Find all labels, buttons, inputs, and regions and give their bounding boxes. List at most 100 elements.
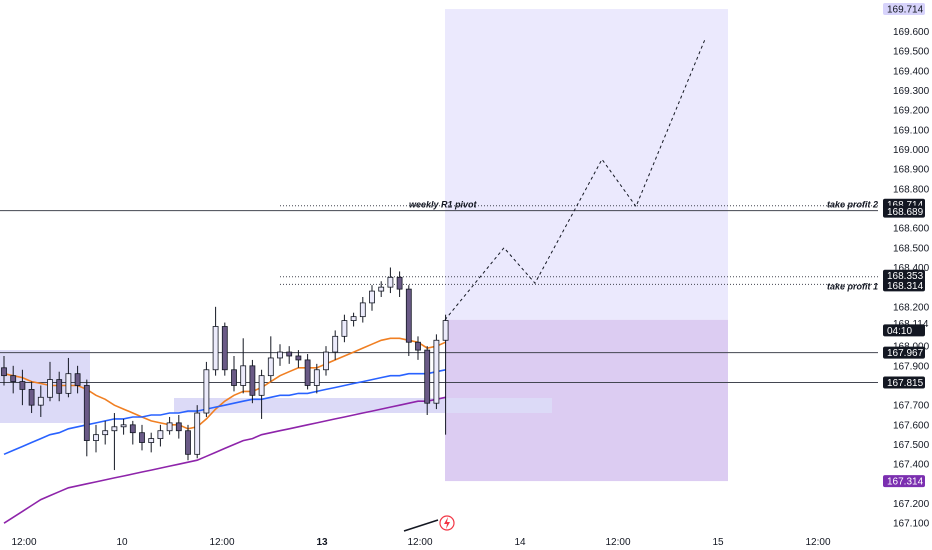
candle-body[interactable] — [102, 430, 109, 436]
time-tick-label: 12:00 — [209, 537, 234, 548]
candle-body[interactable] — [28, 389, 35, 406]
price-tag-label: 167.967 — [887, 348, 924, 359]
price-tag-bg[interactable] — [883, 475, 925, 488]
price-tag-bg[interactable] — [883, 205, 925, 218]
candle-body[interactable] — [304, 359, 311, 386]
price-tick-label: 168.600 — [893, 224, 930, 235]
price-tick-label: 168.500 — [893, 243, 930, 254]
candle-body[interactable] — [415, 341, 421, 351]
candle-body[interactable] — [111, 426, 118, 432]
candle-body[interactable] — [277, 351, 283, 359]
candle-body[interactable] — [341, 320, 348, 337]
candle-body[interactable] — [240, 365, 247, 386]
candle-body[interactable] — [378, 286, 385, 292]
price-tick-label: 169.000 — [893, 145, 930, 156]
time-tick-label: 15 — [712, 537, 724, 548]
price-tag-bg[interactable] — [883, 279, 925, 292]
time-tick-label: 12:00 — [407, 537, 432, 548]
candle-body[interactable] — [442, 320, 449, 341]
candle-body[interactable] — [231, 369, 237, 386]
candle-body[interactable] — [185, 430, 191, 455]
candle-body[interactable] — [120, 424, 127, 428]
candle-body[interactable] — [56, 379, 63, 394]
price-tags: 169.714168.714168.689168.353168.31404:10… — [883, 3, 925, 488]
moving-average-line[interactable] — [3, 396, 446, 524]
candle-body[interactable] — [267, 357, 274, 377]
price-tag-label: 169.714 — [887, 5, 924, 16]
candle-body[interactable] — [65, 373, 72, 394]
demand-box-left[interactable] — [0, 350, 90, 423]
candle-body[interactable] — [359, 302, 366, 318]
candle-body[interactable] — [194, 412, 201, 455]
candle-body[interactable] — [313, 369, 320, 386]
price-tag-bg[interactable] — [883, 269, 925, 282]
time-tick-label: 12:00 — [605, 537, 630, 548]
price-tick-label: 169.400 — [893, 66, 930, 77]
candle-body[interactable] — [175, 422, 182, 432]
target-zone[interactable] — [445, 9, 728, 320]
price-tick-label: 169.200 — [893, 106, 930, 117]
candle-body[interactable] — [369, 290, 375, 304]
time-tick-label: 10 — [116, 537, 128, 548]
candle-body[interactable] — [249, 365, 256, 396]
candle-body[interactable] — [212, 326, 219, 371]
candles-layer — [1, 267, 449, 471]
price-tick-label: 169.100 — [893, 125, 930, 136]
candle-body[interactable] — [139, 432, 145, 443]
candle-body[interactable] — [19, 381, 26, 390]
candle-body[interactable] — [148, 438, 155, 443]
price-tag-bg[interactable] — [883, 346, 925, 359]
candle-body[interactable] — [203, 369, 210, 414]
price-tick-label: 167.200 — [893, 499, 930, 510]
price-tick-label: 169.600 — [893, 27, 930, 38]
annotation-label: weekly R1 pivot — [409, 200, 478, 210]
candle-body[interactable] — [286, 351, 293, 357]
time-tick-label: 12:00 — [11, 537, 36, 548]
candle-body[interactable] — [37, 396, 44, 406]
price-tick-label: 167.400 — [893, 460, 930, 471]
zones-layer — [0, 9, 728, 482]
price-axis: JPY — [878, 0, 932, 533]
candle-body[interactable] — [166, 422, 173, 432]
candle-body[interactable] — [74, 373, 81, 386]
candle-body[interactable] — [332, 335, 339, 353]
candle-body[interactable] — [47, 379, 53, 398]
candle-body[interactable] — [424, 349, 431, 404]
price-tag-bg[interactable] — [883, 376, 925, 389]
time-tick-label: 13 — [316, 537, 328, 548]
price-tag-bg[interactable] — [883, 324, 925, 337]
price-tick-label: 168.200 — [893, 302, 930, 313]
price-tick-label: 168.900 — [893, 165, 930, 176]
candle-body[interactable] — [221, 326, 228, 371]
candle-body[interactable] — [323, 351, 329, 371]
price-tag-label: 168.314 — [887, 281, 924, 292]
candle-body[interactable] — [93, 434, 99, 441]
candle-body[interactable] — [387, 276, 394, 288]
candle-body[interactable] — [1, 367, 7, 377]
candle-body[interactable] — [157, 430, 164, 439]
candle-body[interactable] — [83, 385, 90, 441]
candle-body[interactable] — [129, 424, 136, 434]
candle-body[interactable] — [350, 316, 357, 321]
candle-body[interactable] — [10, 375, 17, 382]
price-tick-label: 167.700 — [893, 401, 930, 412]
lightning-glyph-icon — [444, 517, 450, 529]
price-tag-label: 168.353 — [887, 271, 924, 282]
horizontal-lines-layer — [0, 205, 878, 384]
projection-path[interactable] — [444, 39, 706, 321]
price-tick-label: 168.800 — [893, 184, 930, 195]
tradingview-logo — [403, 515, 455, 532]
candle-body[interactable] — [295, 355, 302, 361]
candle-body[interactable] — [405, 288, 412, 343]
candle-body[interactable] — [433, 339, 440, 404]
demand-box-right[interactable] — [174, 398, 552, 413]
price-tag-label: 167.314 — [887, 477, 924, 488]
moving-average-line[interactable] — [3, 369, 446, 456]
price-tick-label: 169.500 — [893, 47, 930, 58]
candle-body[interactable] — [258, 375, 265, 396]
price-axis-bg[interactable] — [878, 0, 932, 533]
time-axis: 12:00 10 12:00 13 12:00 14 12:00 15 12:00 — [11, 537, 830, 548]
price-tag-bg[interactable] — [883, 3, 925, 16]
candle-body[interactable] — [396, 276, 403, 290]
